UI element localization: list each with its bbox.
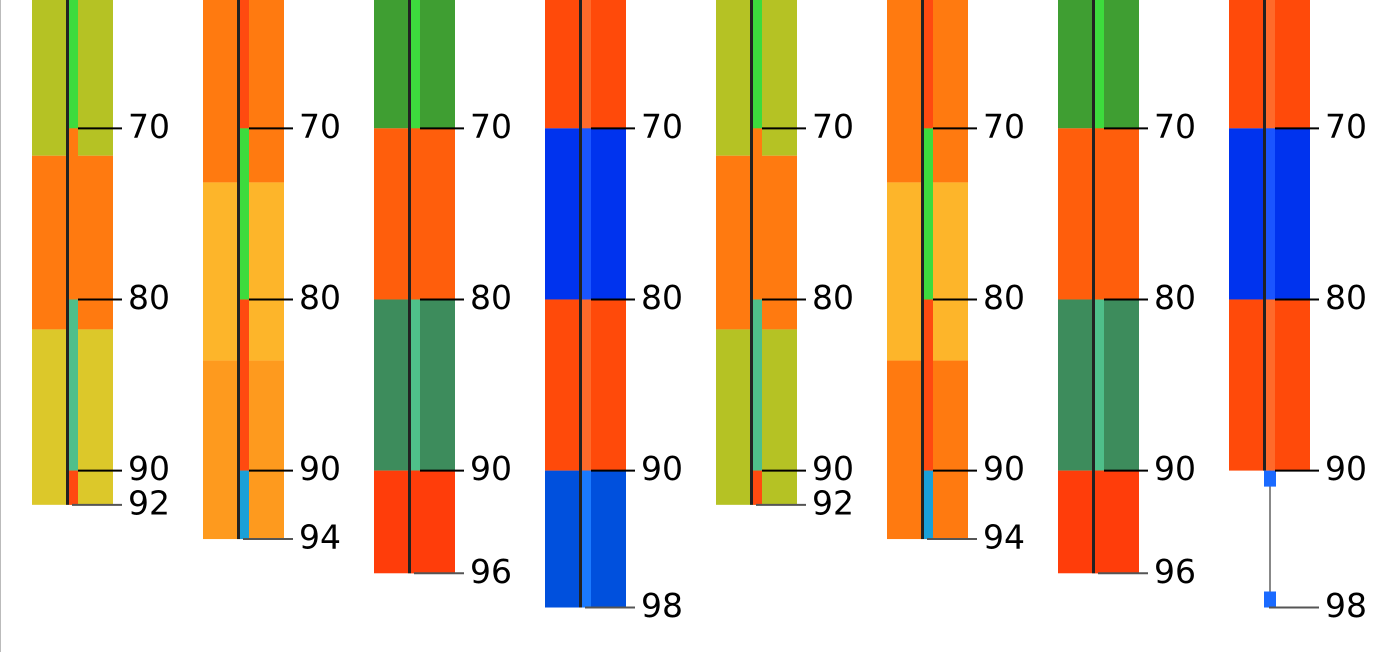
core-segment — [582, 299, 591, 471]
tick-label: 70 — [812, 107, 854, 146]
core-segment — [69, 299, 78, 471]
core-line — [1092, 0, 1095, 574]
core-segment — [753, 299, 762, 471]
tick-label: 80 — [470, 278, 512, 317]
core-segment — [1266, 299, 1275, 471]
tick-label: 80 — [299, 278, 341, 317]
core-segment — [69, 470, 78, 505]
core-segment — [1095, 128, 1104, 300]
core-segment — [411, 128, 420, 300]
core-line — [1263, 0, 1266, 471]
core-segment — [924, 470, 933, 540]
tick-label: 70 — [470, 107, 512, 146]
tick-label: 70 — [641, 107, 683, 146]
core-segment — [924, 128, 933, 300]
tick-label: 80 — [1154, 278, 1196, 317]
tick-label: 90 — [1325, 449, 1367, 488]
core-segment — [240, 299, 249, 471]
core-segment — [1095, 470, 1104, 574]
tick-label: 80 — [812, 278, 854, 317]
core-line — [408, 0, 411, 574]
tick-label: 90 — [812, 449, 854, 488]
core-segment — [582, 128, 591, 300]
core-segment — [1095, 0, 1104, 129]
core-line — [750, 0, 753, 505]
tick-label: 90 — [470, 449, 512, 488]
core-line — [66, 0, 69, 505]
core-segment — [411, 299, 420, 471]
core-line — [579, 0, 582, 608]
tick-label: 90 — [641, 449, 683, 488]
tick-label: 90 — [983, 449, 1025, 488]
tick-label: 96 — [1154, 552, 1196, 591]
tick-label: 80 — [641, 278, 683, 317]
tick-label: 70 — [128, 107, 170, 146]
tick-label: 80 — [983, 278, 1025, 317]
tick-label: 90 — [128, 449, 170, 488]
core-line — [237, 0, 240, 540]
core-segment — [924, 299, 933, 471]
tick-label: 92 — [812, 483, 854, 522]
core-segment — [69, 128, 78, 300]
core-segment — [69, 0, 78, 129]
tick-label: 96 — [470, 552, 512, 591]
core-line — [921, 0, 924, 540]
core-segment — [753, 470, 762, 505]
tick-label: 92 — [128, 483, 170, 522]
tick-label: 80 — [128, 278, 170, 317]
tick-label: 80 — [1325, 278, 1367, 317]
tick-label: 98 — [641, 586, 683, 625]
core-segment — [240, 470, 249, 540]
core-segment — [240, 128, 249, 300]
tick-label: 70 — [1325, 107, 1367, 146]
tick-label: 70 — [299, 107, 341, 146]
stick-top — [1264, 470, 1276, 487]
core-segment — [1095, 299, 1104, 471]
core-segment — [240, 0, 249, 129]
core-segment — [1266, 0, 1275, 129]
core-segment — [753, 128, 762, 300]
core-segment — [582, 470, 591, 608]
tick-label: 90 — [1154, 449, 1196, 488]
tick-label: 94 — [299, 518, 341, 557]
core-segment — [1266, 128, 1275, 300]
tick-label: 90 — [299, 449, 341, 488]
tick-label: 98 — [1325, 586, 1367, 625]
stick-bottom — [1264, 591, 1276, 608]
core-segment — [411, 0, 420, 129]
core-segment — [411, 470, 420, 574]
tick-label: 70 — [983, 107, 1025, 146]
tick-label: 94 — [983, 518, 1025, 557]
tick-label: 70 — [1154, 107, 1196, 146]
core-segment — [582, 0, 591, 129]
core-segment — [753, 0, 762, 129]
core-segment — [924, 0, 933, 129]
